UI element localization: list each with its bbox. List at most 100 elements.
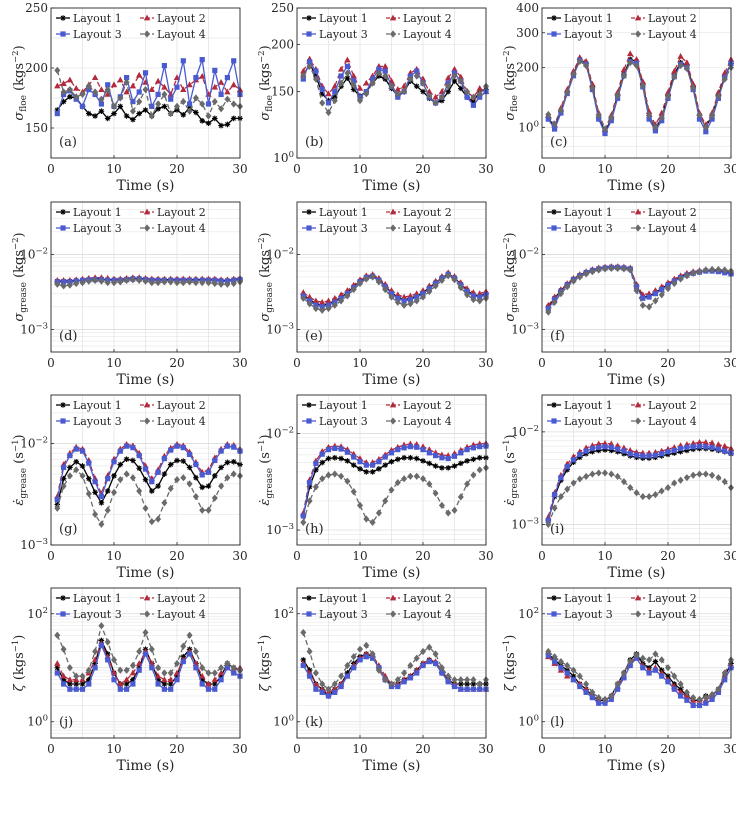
data-point [54, 670, 60, 676]
data-point [639, 82, 646, 90]
data-point [130, 676, 136, 683]
y-axis-label: σfloe (kgs−2) [502, 45, 520, 120]
data-point [73, 446, 79, 452]
data-point [180, 58, 186, 64]
y-tick-label: 10−3 [266, 321, 294, 336]
data-point [168, 686, 174, 692]
data-point [445, 74, 452, 81]
data-point [445, 509, 452, 517]
y-axis-label: σgrease (kgs−2) [11, 232, 29, 321]
x-tick-label: 30 [232, 549, 247, 563]
data-point [230, 279, 237, 288]
data-point [621, 450, 627, 457]
data-point [376, 466, 382, 472]
legend-marker [143, 14, 151, 21]
data-point [67, 681, 73, 687]
legend-label: Layout 4 [648, 415, 697, 428]
data-point [683, 59, 691, 66]
data-point [86, 460, 92, 466]
data-point [414, 68, 420, 74]
data-point [149, 488, 155, 494]
data-point [148, 517, 155, 526]
legend-marker [60, 209, 66, 215]
data-point [627, 59, 634, 67]
data-point [633, 651, 640, 659]
data-point [331, 680, 338, 688]
data-point [658, 487, 665, 495]
data-point [54, 504, 61, 512]
data-point [583, 472, 590, 481]
legend-marker [306, 209, 312, 215]
data-point [199, 506, 206, 514]
data-point [464, 447, 470, 453]
data-point [576, 273, 583, 281]
data-point [363, 641, 370, 649]
data-point [205, 112, 212, 120]
legend: Layout 1 Layout 2 Layout 3 Layout 4 [56, 592, 206, 621]
x-tick-label: 30 [723, 162, 736, 176]
data-point [161, 676, 168, 683]
legend-label: Layout 1 [73, 12, 122, 25]
data-point [608, 692, 615, 700]
x-tick-label: 30 [478, 742, 493, 756]
x-tick-label: 20 [660, 549, 675, 563]
data-point [85, 82, 92, 90]
data-point [338, 455, 344, 462]
data-point [715, 92, 722, 101]
data-point [382, 68, 388, 74]
data-point [394, 90, 401, 98]
x-tick-label: 20 [660, 742, 675, 756]
data-point [721, 669, 728, 677]
data-point [639, 654, 646, 662]
data-point [620, 265, 627, 273]
data-point [602, 700, 608, 706]
legend-label: Layout 4 [648, 28, 697, 41]
data-point [66, 472, 73, 480]
data-point [659, 286, 665, 293]
legend-label: Layout 3 [564, 415, 613, 428]
data-point [413, 297, 420, 305]
data-point [199, 57, 205, 63]
data-point [426, 643, 433, 651]
x-tick-label: 20 [169, 356, 184, 370]
data-point [187, 451, 193, 458]
series-line [302, 632, 487, 690]
data-point [319, 306, 326, 314]
series-line [547, 267, 732, 313]
legend-label: Layout 2 [648, 12, 697, 25]
data-point [709, 444, 715, 450]
data-point [111, 459, 117, 465]
data-point [401, 445, 407, 451]
data-point [312, 75, 319, 83]
data-point [174, 673, 180, 679]
legend-marker [306, 31, 312, 37]
data-point [111, 102, 117, 110]
data-point [665, 92, 671, 101]
data-point [721, 266, 728, 274]
data-point [370, 76, 376, 82]
data-point [709, 116, 715, 122]
legend-label: Layout 2 [157, 592, 206, 605]
data-point [545, 116, 551, 122]
x-tick-label: 10 [597, 742, 612, 756]
data-point [180, 86, 187, 92]
panel-j: 0 10 20 30 100 102 Time (s) ζ (kgs−1) (j) Layout … [11, 587, 248, 774]
data-point [180, 474, 187, 482]
data-point [375, 278, 382, 286]
data-point [608, 447, 615, 454]
data-point [420, 293, 426, 301]
data-point [470, 102, 476, 108]
legend-label: Layout 2 [648, 399, 697, 412]
panel-label: (h) [305, 522, 324, 537]
series-line [547, 441, 732, 518]
legend-marker [635, 30, 641, 38]
data-point [678, 693, 684, 699]
data-point [545, 647, 552, 656]
data-point [564, 670, 570, 676]
data-point [174, 84, 180, 90]
data-point [583, 270, 590, 278]
series-layout-4 [54, 622, 243, 680]
x-tick-label: 0 [293, 549, 301, 563]
data-point [319, 451, 325, 457]
